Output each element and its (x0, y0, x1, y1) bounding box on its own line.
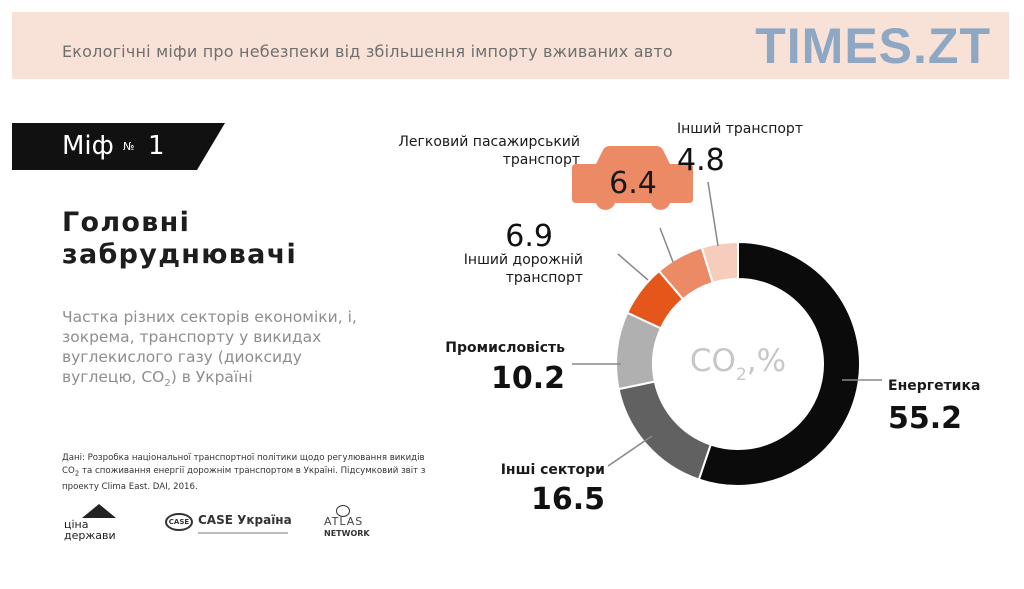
center-label-unit: ,% (747, 343, 786, 379)
chart-description: Частка різних секторів економіки, і, зок… (62, 307, 362, 394)
description-subscript: 2 (164, 378, 171, 390)
heading-line-2: забруднювачі (62, 239, 298, 270)
atlas-globe-icon (336, 505, 350, 517)
donut-slices (615, 240, 861, 487)
slice-labels: Енергетика 55.2 Інші сектори 16.5 Промислові… (398, 121, 980, 517)
center-label-subscript: 2 (736, 365, 747, 385)
donut-slice-inshi-sektory (617, 380, 712, 481)
leader-line-lehkovyi-pasazhyrskyi (659, 227, 674, 263)
description-text: Частка різних секторів економіки, і, зок… (62, 308, 357, 386)
slice-value-inshyi-transport: 4.8 (677, 143, 725, 178)
cina-logo-line-1: ціна (64, 518, 89, 531)
slice-value-lehkovyi-pasazhyrskyi: 6.4 (609, 166, 657, 201)
atlas-logo-line-2: NETWORK (324, 529, 370, 538)
donut-slice-inshyi-transport (700, 240, 739, 285)
slice-value-promyslovist: 10.2 (491, 361, 565, 396)
source-subscript: 2 (74, 469, 80, 478)
passenger-car-icon (572, 146, 693, 210)
slice-label-promyslovist: Промисловість (445, 340, 565, 356)
case-oval-mark: CASE (165, 513, 193, 531)
leader-line-inshyi-dorozhnii (617, 253, 649, 281)
cina-logo-line-2: держави (64, 529, 116, 542)
donut-slice-energetyka (697, 240, 861, 487)
description-text-end: ) в Україні (170, 368, 253, 386)
slice-label-lehkovyi-pasazhyrskyi: Легковий пасажирський транспорт (398, 134, 580, 168)
slice-value-inshi-sektory: 16.5 (531, 482, 605, 517)
page-title: Екологічні міфи про небезпеки від збільш… (62, 42, 673, 61)
slice-label-energetyka: Енергетика (888, 378, 980, 394)
center-label: CO2,% (690, 343, 786, 385)
source-text: Дані: Розробка національної транспортної… (62, 453, 425, 476)
cina-derzhavy-logo[interactable]: ціна держави (58, 502, 124, 542)
case-logo-tagline-bar (198, 532, 288, 534)
header-band: Екологічні міфи про небезпеки від збільш… (12, 12, 1009, 79)
source-text-end: та споживання енергії дорожнім транспорт… (62, 466, 426, 492)
myth-number-sign: № (123, 140, 135, 153)
leader-line-inshi-sektory (607, 435, 653, 467)
heading-line-1: Головні (62, 207, 191, 238)
brand-logo[interactable]: TIMES.ZT (755, 18, 991, 74)
slice-label-inshyi-dorozhnii: Інший дорожній транспорт (464, 252, 583, 286)
slice-label-inshyi-transport: Інший транспорт (677, 121, 803, 137)
case-logo-name: CASE Україна (198, 513, 292, 527)
atlas-network-logo[interactable]: ATLAS NETWORK (322, 505, 378, 541)
slice-value-inshyi-dorozhnii: 6.9 (505, 219, 553, 254)
myth-number: 1 (148, 131, 165, 161)
leader-lines (572, 181, 882, 467)
leader-line-inshyi-transport (707, 181, 719, 247)
case-ukraine-logo[interactable]: CASE CASE Україна (165, 513, 295, 541)
slice-label-inshi-sektory: Інші сектори (501, 462, 605, 478)
atlas-logo-line-1: ATLAS (324, 515, 364, 528)
slice-value-energetyka: 55.2 (888, 401, 962, 436)
section-heading: Головні забруднювачі (62, 207, 322, 271)
myth-badge: Міф № 1 (12, 123, 225, 170)
data-source-note: Дані: Розробка національної транспортної… (62, 452, 442, 494)
myth-word: Міф (62, 131, 114, 161)
